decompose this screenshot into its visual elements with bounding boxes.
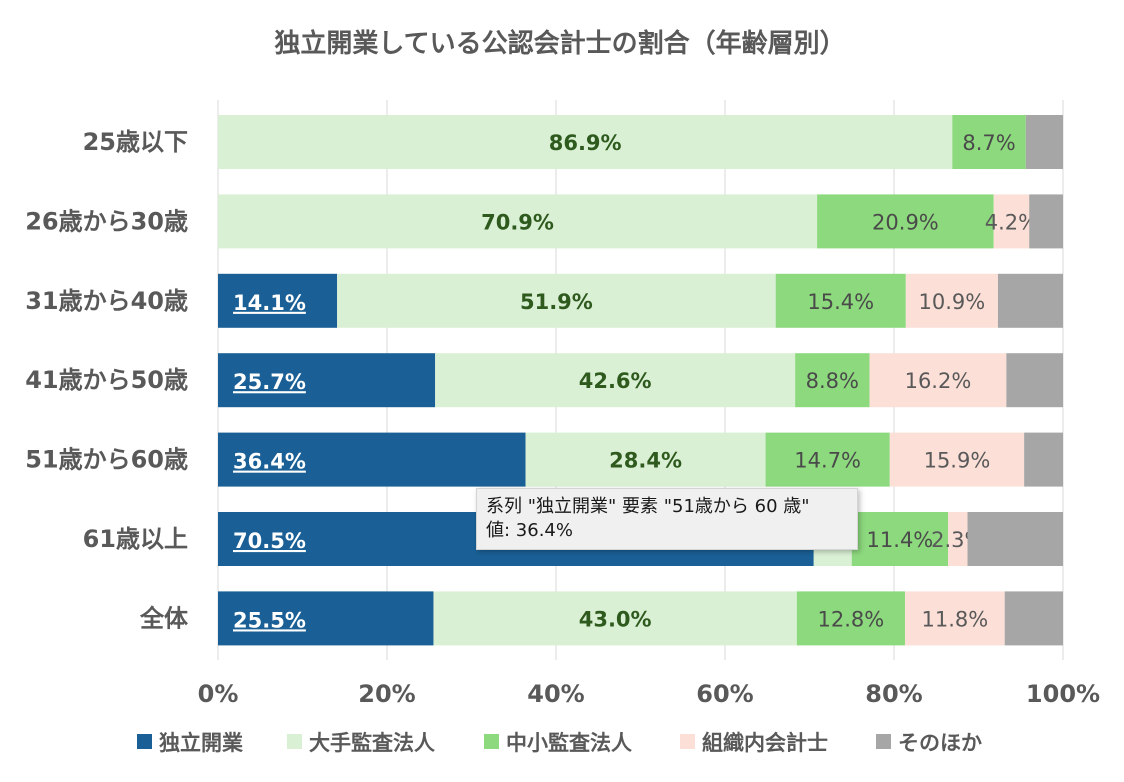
- bar-segment[interactable]: [1029, 194, 1063, 249]
- data-label: 70.9%: [481, 210, 554, 234]
- bar-segment[interactable]: [218, 432, 526, 487]
- bar-segment[interactable]: [851, 512, 949, 566]
- bar-segment[interactable]: [993, 194, 1030, 249]
- bar-segment[interactable]: [218, 353, 436, 408]
- data-label: 15.4%: [807, 290, 874, 314]
- bar-segment[interactable]: [1024, 432, 1063, 487]
- legend-label: 中小監査法人: [506, 731, 632, 755]
- data-label: 8.7%: [962, 131, 1015, 155]
- bar-segment[interactable]: [817, 194, 994, 249]
- category-label: 25歳以下: [83, 128, 188, 156]
- legend-label: 独立開業: [159, 731, 244, 755]
- category-label: 61歳以上: [83, 525, 188, 553]
- x-tick-label: 80%: [865, 680, 922, 708]
- data-label: 36.4%: [233, 450, 306, 474]
- data-label: 43.0%: [579, 607, 652, 631]
- tooltip: 系列 "独立開業" 要素 "51歳から 60 歳" 値: 36.4%: [476, 488, 858, 550]
- category-label: 51歳から60歳: [25, 446, 188, 474]
- data-label: 25.7%: [233, 370, 306, 394]
- bar-segment[interactable]: [889, 432, 1025, 487]
- x-tick-label: 20%: [358, 680, 415, 708]
- x-tick-label: 60%: [696, 680, 753, 708]
- bar-segment[interactable]: [796, 591, 905, 646]
- legend-swatch: [876, 734, 891, 749]
- bar-segment[interactable]: [795, 353, 870, 408]
- bar-segment[interactable]: [435, 353, 796, 408]
- data-label: 12.8%: [818, 607, 885, 631]
- tooltip-line-2: 値: 36.4%: [486, 520, 573, 541]
- data-label: 70.5%: [233, 529, 306, 553]
- data-label: 28.4%: [609, 449, 682, 473]
- bar-segment[interactable]: [525, 432, 766, 487]
- bar-segment[interactable]: [337, 273, 776, 328]
- data-label: 15.9%: [924, 449, 991, 473]
- bar-segment[interactable]: [1004, 591, 1063, 646]
- legend-swatch: [484, 734, 499, 749]
- bar-segment[interactable]: [218, 273, 338, 328]
- bar-segment[interactable]: [948, 512, 968, 566]
- bar-segment[interactable]: [904, 591, 1005, 646]
- bar-segment[interactable]: [775, 273, 906, 328]
- data-label: 11.4%: [867, 528, 934, 552]
- category-label: 全体: [139, 604, 189, 632]
- bar-segment[interactable]: [997, 273, 1063, 328]
- bar-segment[interactable]: [218, 591, 434, 646]
- category-label: 41歳から50歳: [25, 366, 188, 394]
- category-label: 31歳から40歳: [25, 287, 188, 315]
- legend-label: そのほか: [898, 731, 982, 755]
- bar-segment[interactable]: [433, 591, 797, 646]
- bar-segment[interactable]: [869, 353, 1007, 408]
- bars: 0.0%86.9%8.7%0.0%70.9%20.9%4.2%14.1%51.9…: [218, 115, 1063, 646]
- bar-segment[interactable]: [1025, 115, 1063, 169]
- data-label: 14.1%: [233, 291, 306, 315]
- data-label: 14.7%: [794, 449, 861, 473]
- data-label: 51.9%: [520, 290, 593, 314]
- x-tick-label: 40%: [527, 680, 584, 708]
- category-labels: 25歳以下 26歳から30歳 31歳から40歳 41歳から50歳 51歳から60歳 61歳…: [25, 128, 189, 632]
- legend-swatch: [680, 734, 695, 749]
- data-label: 20.9%: [872, 210, 939, 234]
- x-tick-label: 0%: [198, 680, 239, 708]
- chart-title: 独立開業している公認会計士の割合（年齢層別）: [274, 28, 845, 59]
- bar-segment[interactable]: [218, 115, 953, 169]
- data-label: 11.8%: [921, 607, 988, 631]
- data-label: 86.9%: [549, 131, 622, 155]
- x-tick-label: 100%: [1026, 680, 1100, 708]
- legend: 独立開業 大手監査法人 中小監査法人 組織内会計士 そのほか: [137, 731, 982, 755]
- legend-label: 大手監査法人: [309, 731, 435, 755]
- bar-segment[interactable]: [218, 194, 818, 249]
- legend-swatch: [137, 734, 152, 749]
- data-label: 16.2%: [905, 369, 972, 393]
- data-label: 8.8%: [806, 369, 859, 393]
- bar-segment[interactable]: [967, 512, 1063, 566]
- bar-segment[interactable]: [952, 115, 1026, 169]
- tooltip-line-1: 系列 "独立開業" 要素 "51歳から 60 歳": [486, 496, 810, 517]
- x-axis-ticks: 0% 20% 40% 60% 80% 100%: [198, 680, 1100, 708]
- bar-segment[interactable]: [765, 432, 890, 487]
- legend-label: 組織内会計士: [702, 731, 828, 755]
- category-label: 26歳から30歳: [25, 207, 188, 235]
- bar-segment[interactable]: [905, 273, 998, 328]
- data-label: 10.9%: [919, 290, 986, 314]
- bar-segment[interactable]: [1006, 353, 1063, 408]
- data-label: 42.6%: [579, 369, 652, 393]
- legend-swatch: [287, 734, 302, 749]
- data-label: 25.5%: [233, 608, 306, 632]
